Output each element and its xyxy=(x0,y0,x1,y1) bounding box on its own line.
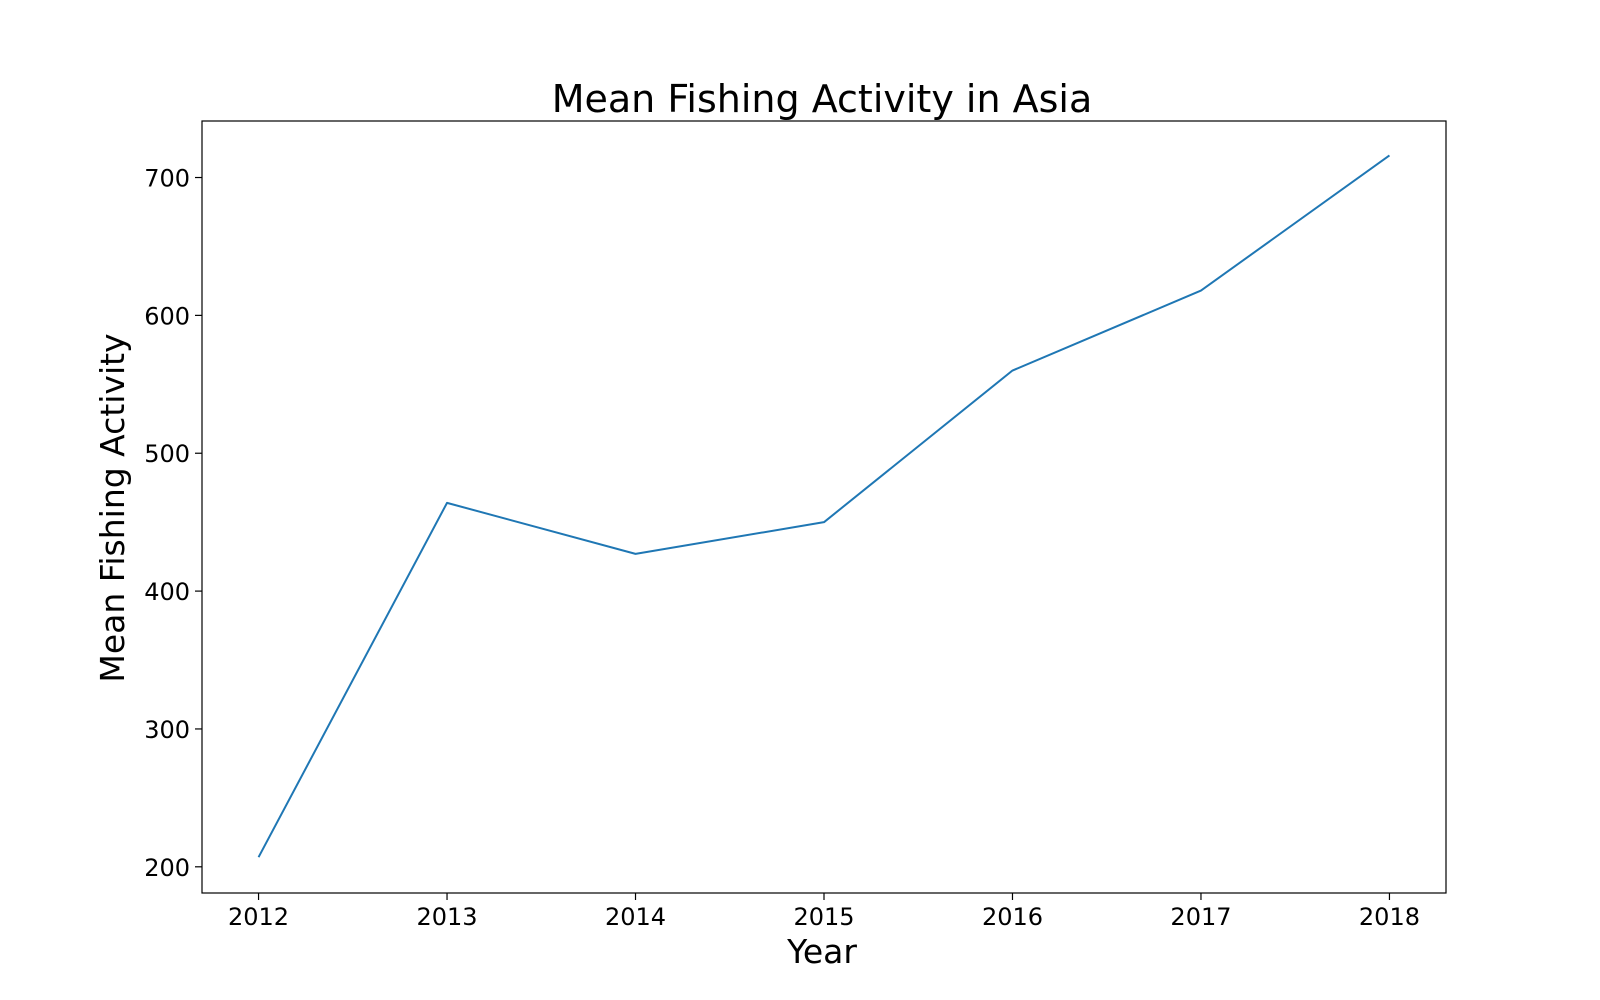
x-tick-label-2018: 2018 xyxy=(1359,903,1420,931)
data-point-2014 xyxy=(635,553,637,555)
plot-area: 2012 2013 2014 2015 2016 2017 2018 200 300 400 500… xyxy=(144,120,1447,931)
data-point-2016 xyxy=(1011,370,1013,372)
data-point-2018 xyxy=(1388,154,1390,156)
data-point-2017 xyxy=(1200,290,1202,292)
series-line-0 xyxy=(257,154,1391,858)
data-point-2012 xyxy=(258,856,260,858)
chart-title: Mean Fishing Activity in Asia xyxy=(552,77,1093,121)
y-tick-label-200: 200 xyxy=(144,854,190,882)
x-tick-label-2017: 2017 xyxy=(1170,903,1231,931)
x-axis-title: Year xyxy=(786,932,857,971)
data-point-2013 xyxy=(446,502,448,504)
y-tick-label-600: 600 xyxy=(144,302,190,330)
x-tick-label-2016: 2016 xyxy=(982,903,1043,931)
x-tick-label-2013: 2013 xyxy=(416,903,477,931)
y-tick-label-500: 500 xyxy=(144,440,190,468)
data-point-2015 xyxy=(823,521,825,523)
y-tick-label-300: 300 xyxy=(144,716,190,744)
y-tick-label-700: 700 xyxy=(144,165,190,193)
y-axis-title: Mean Fishing Activity xyxy=(93,333,132,682)
x-tick-label-2014: 2014 xyxy=(605,903,666,931)
y-tick-label-400: 400 xyxy=(144,578,190,606)
x-tick-label-2015: 2015 xyxy=(793,903,854,931)
x-tick-label-2012: 2012 xyxy=(228,903,289,931)
plot-frame xyxy=(201,120,1447,894)
